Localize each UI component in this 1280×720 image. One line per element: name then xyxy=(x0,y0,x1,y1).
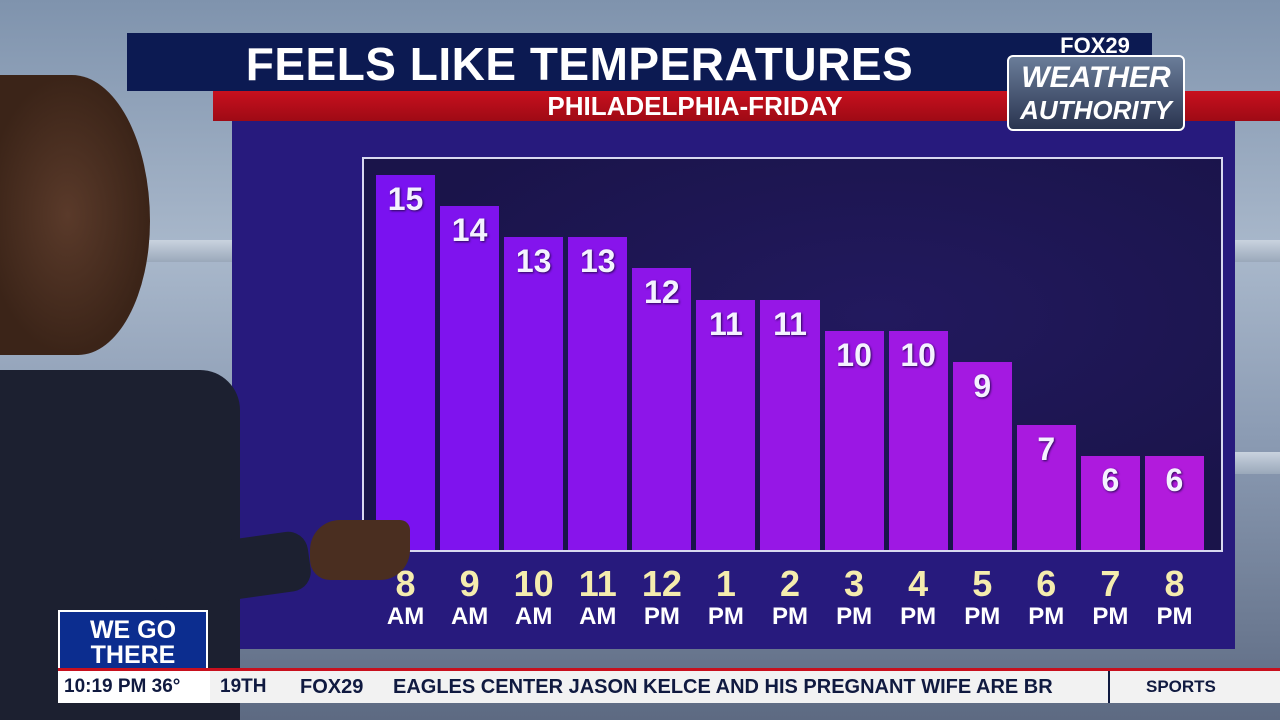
x-tick-period: PM xyxy=(964,603,1001,630)
bar-value-label: 13 xyxy=(579,243,616,280)
network-logo-text: FOX29 xyxy=(1060,33,1130,58)
bar-value-label: 10 xyxy=(900,337,936,374)
x-tick-hour: 11 xyxy=(578,563,617,604)
bar-6: 11 xyxy=(760,299,820,550)
x-tick-period: PM xyxy=(836,603,873,630)
bar-1: 14 xyxy=(440,205,500,550)
x-tick-label: 5 PM xyxy=(950,565,1014,631)
x-tick-label: 8 PM xyxy=(1142,565,1206,631)
x-tick-label: 7 PM xyxy=(1078,565,1142,631)
plot-area: 15 14 13 13 12 11 11 10 10 9 7 6 6 xyxy=(362,157,1223,552)
x-tick-label: 12 PM xyxy=(630,565,694,631)
bar-value-label: 13 xyxy=(515,243,552,280)
promo-line-2: THERE xyxy=(90,641,176,669)
x-tick-hour: 1 xyxy=(715,563,736,604)
x-tick-period: PM xyxy=(643,603,680,630)
x-tick-period: AM xyxy=(386,603,425,630)
bar-value-label: 6 xyxy=(1101,462,1120,499)
ticker-section-label: SPORTS xyxy=(1108,671,1280,703)
bar-3: 13 xyxy=(568,237,628,550)
presenter-pointing-hand xyxy=(310,520,410,580)
bar-value-label: 10 xyxy=(836,337,872,374)
ticker-network-logo: FOX29 xyxy=(300,676,364,698)
weather-authority-logo: FOX29 WEATHER AUTHORITY xyxy=(1005,33,1185,131)
x-tick-label: 4 PM xyxy=(886,565,950,631)
x-tick-hour: 10 xyxy=(513,563,554,604)
logo-badge: WEATHER AUTHORITY xyxy=(1007,55,1185,131)
x-tick-hour: 12 xyxy=(641,563,682,604)
bar-value-label: 9 xyxy=(973,368,992,405)
bar-value-label: 15 xyxy=(387,180,424,217)
x-tick-label: 8 AM xyxy=(374,565,438,631)
promo-badge: WE GO THERE xyxy=(58,610,208,672)
x-tick-hour: 9 xyxy=(459,563,480,604)
bar-value-label: 11 xyxy=(773,305,807,342)
x-tick-hour: 6 xyxy=(1036,563,1057,604)
x-tick-period: PM xyxy=(900,603,937,630)
x-tick-period: PM xyxy=(1156,603,1193,630)
x-tick-period: PM xyxy=(707,603,744,630)
promo-line-1: WE GO xyxy=(89,616,177,644)
bar-7: 10 xyxy=(824,331,884,550)
ticker-day: 19TH xyxy=(220,676,267,697)
x-tick-label: 2 PM xyxy=(758,565,822,631)
bar-12: 6 xyxy=(1144,456,1204,550)
bar-value-label: 11 xyxy=(708,305,743,342)
x-tick-label: 10 AM xyxy=(502,565,566,631)
logo-line-authority: AUTHORITY xyxy=(1020,95,1172,125)
chart-title: FEELS LIKE TEMPERATURES xyxy=(245,38,914,90)
bar-11: 6 xyxy=(1080,456,1140,550)
x-tick-period: AM xyxy=(579,603,617,630)
title-bar: FEELS LIKE TEMPERATURES xyxy=(127,33,1152,91)
bar-value-label: 14 xyxy=(451,211,488,248)
x-tick-hour: 5 xyxy=(972,563,993,604)
x-tick-period: PM xyxy=(772,603,808,630)
logo-line-weather: WEATHER xyxy=(1021,61,1171,94)
ticker-time-temp: 10:19 PM 36° xyxy=(58,671,210,703)
x-tick-label: 11 AM xyxy=(566,565,630,631)
news-ticker: 10:19 PM 36° 19TH FOX29 EAGLES CENTER JA… xyxy=(58,668,1280,703)
x-tick-period: PM xyxy=(1028,603,1065,630)
bar-5: 11 xyxy=(696,299,756,550)
x-tick-hour: 8 xyxy=(1164,563,1185,604)
ticker-headline: EAGLES CENTER JASON KELCE AND HIS PREGNA… xyxy=(393,676,1053,698)
x-tick-hour: 7 xyxy=(1100,563,1121,604)
bar-4: 12 xyxy=(632,268,692,550)
bar-value-label: 12 xyxy=(644,274,680,311)
bar-value-label: 6 xyxy=(1165,462,1184,499)
x-tick-label: 6 PM xyxy=(1014,565,1078,631)
x-tick-hour: 2 xyxy=(779,563,801,604)
presenter-head xyxy=(0,75,150,355)
bar-2: 13 xyxy=(504,237,564,550)
x-tick-hour: 3 xyxy=(844,563,865,604)
bar-8: 10 xyxy=(888,331,948,550)
x-tick-hour: 4 xyxy=(908,563,929,604)
x-tick-period: AM xyxy=(450,603,489,630)
bar-0: 15 xyxy=(376,174,436,550)
bar-10: 7 xyxy=(1016,424,1076,550)
x-tick-label: 3 PM xyxy=(822,565,886,631)
bar-9: 9 xyxy=(952,362,1012,550)
x-tick-label: 1 PM xyxy=(694,565,758,631)
x-tick-period: AM xyxy=(515,603,553,630)
x-tick-label: 9 AM xyxy=(438,565,502,631)
bar-value-label: 7 xyxy=(1037,430,1056,467)
chart-subtitle: PHILADELPHIA-FRIDAY xyxy=(547,91,843,121)
x-tick-hour: 8 xyxy=(395,563,416,604)
x-tick-period: PM xyxy=(1092,603,1129,630)
